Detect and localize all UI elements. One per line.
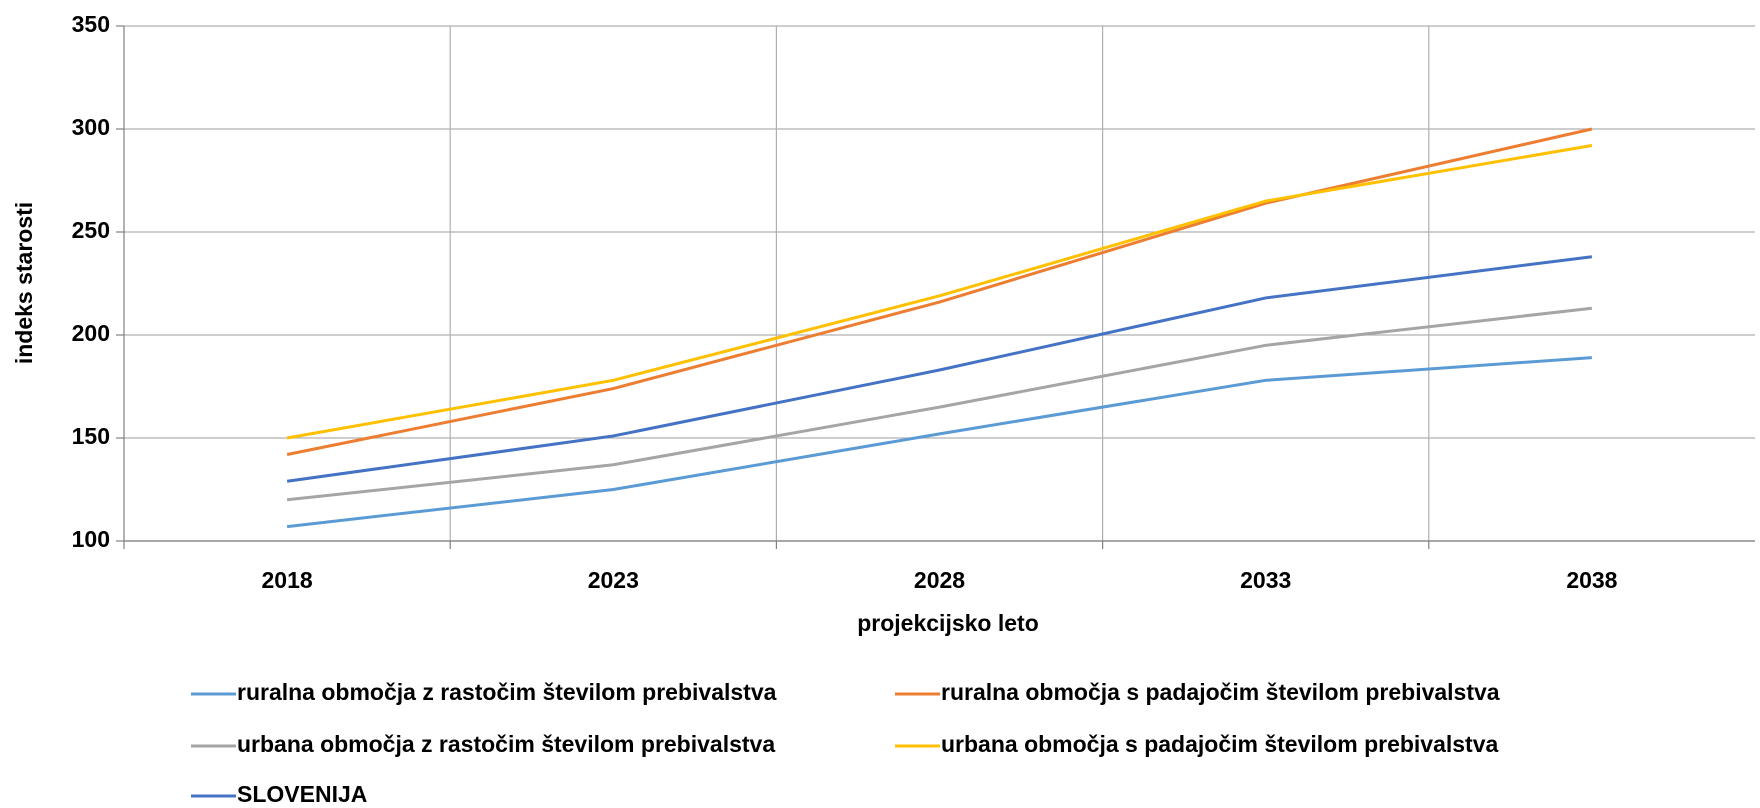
series-line: [286, 144, 1593, 440]
legend-label: SLOVENIJA: [237, 781, 367, 807]
series-line: [286, 127, 1593, 456]
y-tick-label: 150: [72, 423, 110, 449]
x-tick-label: 2023: [588, 567, 639, 593]
legend-label: ruralna območja z rastočim številom preb…: [237, 679, 777, 705]
x-tick-label: 2018: [262, 567, 313, 593]
x-axis-title: projekcijsko leto: [857, 610, 1039, 636]
legend-label: ruralna območja s padajočim številom pre…: [941, 679, 1500, 705]
legend-label: urbana območja z rastočim številom prebi…: [237, 731, 775, 757]
x-tick-label: 2033: [1240, 567, 1291, 593]
x-tick-label: 2038: [1566, 567, 1617, 593]
legend-label: urbana območja s padajočim številom preb…: [941, 731, 1499, 757]
series-line: [286, 255, 1593, 483]
y-tick-label: 250: [72, 217, 110, 243]
series-line: [286, 306, 1593, 502]
x-tick-label: 2028: [914, 567, 965, 593]
y-tick-label: 350: [72, 11, 110, 37]
series-line: [286, 356, 1593, 529]
y-tick-label: 100: [72, 526, 110, 552]
y-tick-label: 300: [72, 114, 110, 140]
y-tick-label: 200: [72, 320, 110, 346]
y-axis-title: indeks starosti: [11, 202, 37, 364]
